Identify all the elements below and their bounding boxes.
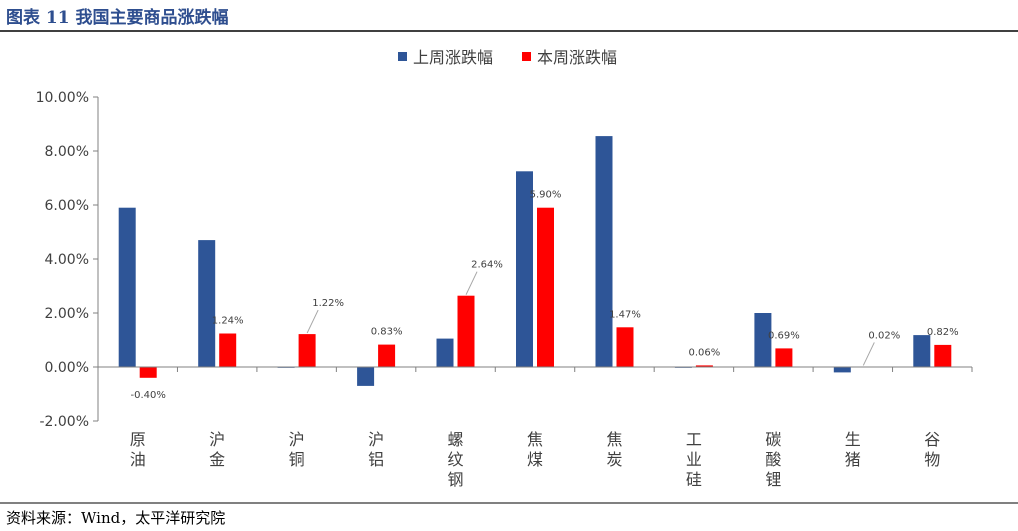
data-label-8: 0.06%: [689, 347, 721, 358]
leader-line: [306, 309, 319, 334]
y-tick-label: 6.00%: [45, 198, 89, 214]
bar-last-week-1: [118, 207, 136, 367]
data-label-11: 0.82%: [927, 327, 959, 338]
legend-swatch-1: [398, 52, 407, 61]
bar-last-week-5: [436, 338, 454, 367]
bar-this-week-8: [695, 365, 713, 367]
x-axis: 原油 沪金 沪铜 沪铝 螺纹钢 焦煤 焦炭 工业硅 碳酸锂 生猪 谷物: [97, 366, 973, 489]
bar-this-week-4: [378, 344, 396, 367]
bar-last-week-2: [198, 240, 216, 367]
y-tick-label: 0.00%: [45, 360, 89, 376]
bar-last-week-4: [357, 367, 375, 386]
chart-header-title: 图表 11 我国主要商品涨跌幅: [6, 7, 229, 28]
y-tick-label: 10.00%: [36, 90, 89, 106]
bar-this-week-7: [616, 327, 634, 367]
bar-this-week-6: [537, 207, 554, 367]
legend-label-2: 本周涨跌幅: [537, 48, 617, 67]
bar-this-week-1: [139, 367, 157, 378]
bar-this-week-5: [457, 295, 475, 367]
data-labels: -0.40% 1.24% 1.22% 0.83% 2.64% 5.90% 1.47% 0.06…: [131, 190, 959, 401]
bar-this-week-9: [775, 348, 793, 367]
data-label-4: 0.83%: [371, 327, 403, 338]
legend-label-1: 上周涨跌幅: [413, 48, 493, 67]
y-tick-label: 8.00%: [45, 144, 89, 160]
bar-this-week-3: [298, 334, 316, 367]
data-label-2: 1.24%: [212, 316, 244, 327]
data-label-6: 5.90%: [530, 190, 562, 201]
category-label-2: 沪金: [209, 430, 225, 469]
bar-this-week-2: [219, 333, 237, 367]
category-label-5: 螺纹钢: [448, 430, 464, 489]
bar-last-week-6: [516, 171, 533, 368]
bar-last-week-7: [595, 136, 613, 367]
y-tick-label: 2.00%: [45, 306, 89, 322]
category-label-11: 谷物: [924, 430, 940, 469]
bars: [118, 136, 952, 386]
y-tick-label: -2.00%: [39, 414, 89, 430]
source-note: 资料来源：Wind，太平洋研究院: [6, 509, 225, 527]
data-label-10: 0.02%: [868, 330, 900, 341]
category-label-1: 原油: [130, 430, 146, 469]
bar-this-week-11: [934, 344, 952, 367]
data-label-3: 1.22%: [312, 298, 344, 309]
category-label-10: 生猪: [845, 430, 861, 469]
data-label-9: 0.69%: [768, 330, 800, 341]
category-label-6: 焦煤: [527, 430, 543, 469]
y-axis: -2.00% 0.00% 2.00% 4.00% 6.00% 8.00% 10.00%: [36, 90, 99, 430]
data-label-7: 1.47%: [609, 309, 641, 320]
bar-last-week-10: [833, 367, 851, 373]
data-label-5: 2.64%: [471, 260, 503, 271]
legend: 上周涨跌幅 本周涨跌幅: [398, 48, 617, 67]
bar-last-week-11: [913, 335, 931, 367]
bar-last-week-9: [754, 313, 772, 367]
category-label-3: 沪铜: [289, 430, 305, 469]
category-label-8: 工业硅: [686, 430, 702, 489]
category-label-9: 碳酸锂: [765, 430, 781, 489]
category-label-7: 焦炭: [606, 430, 622, 469]
data-label-1: -0.40%: [131, 390, 166, 401]
legend-swatch-2: [522, 52, 531, 61]
leader-line: [465, 271, 478, 295]
leader-line: [862, 342, 875, 366]
y-tick-label: 4.00%: [45, 252, 89, 268]
category-label-4: 沪铝: [368, 430, 384, 469]
